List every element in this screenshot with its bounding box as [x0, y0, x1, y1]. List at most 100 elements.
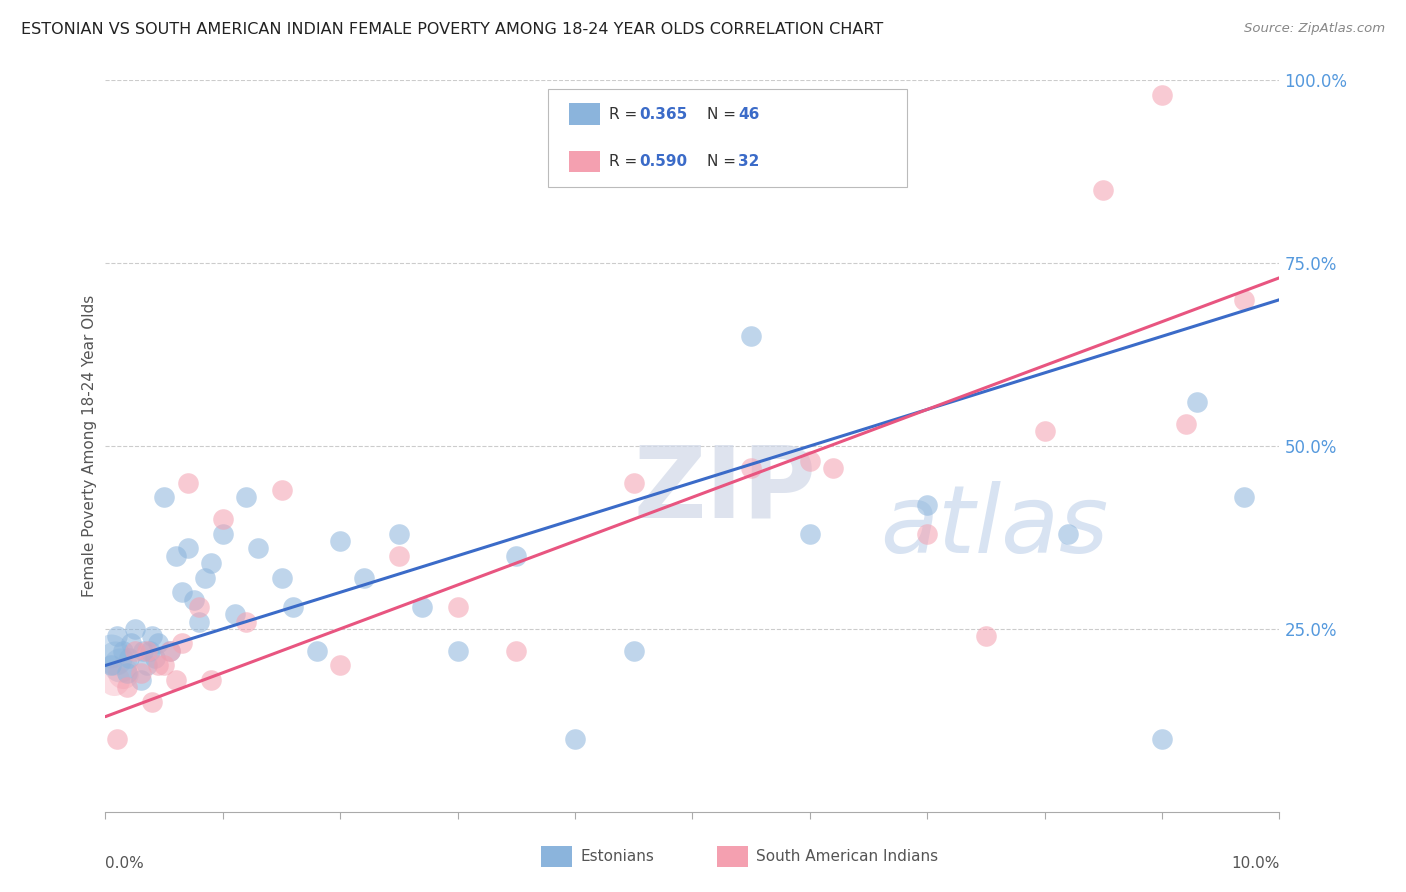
Text: R =: R = [609, 154, 643, 169]
Point [124, 622, 146, 636]
Text: South American Indians: South American Indians [756, 849, 939, 863]
Text: 32: 32 [738, 154, 759, 169]
Text: Source: ZipAtlas.com: Source: ZipAtlas.com [1244, 22, 1385, 36]
Point [682, 161, 704, 175]
Point [1233, 490, 1256, 504]
Point [740, 461, 762, 475]
Point [129, 665, 152, 680]
Point [170, 585, 193, 599]
Point [235, 490, 257, 504]
Text: N =: N = [707, 107, 741, 121]
Point [353, 571, 375, 585]
Point [194, 571, 217, 585]
Point [153, 658, 176, 673]
Point [388, 526, 411, 541]
Point [100, 644, 122, 658]
Point [329, 534, 352, 549]
Point [129, 673, 152, 687]
Point [1092, 183, 1115, 197]
Point [974, 629, 997, 643]
Point [148, 636, 170, 650]
Text: ESTONIAN VS SOUTH AMERICAN INDIAN FEMALE POVERTY AMONG 18-24 YEAR OLDS CORRELATI: ESTONIAN VS SOUTH AMERICAN INDIAN FEMALE… [21, 22, 883, 37]
Point [505, 644, 527, 658]
Point [623, 475, 645, 490]
Point [799, 526, 821, 541]
Point [141, 629, 163, 643]
Point [623, 644, 645, 658]
Point [1233, 293, 1256, 307]
Point [270, 571, 292, 585]
Point [1174, 417, 1197, 431]
Point [799, 453, 821, 467]
Text: ZIP: ZIP [634, 442, 817, 539]
Point [105, 731, 128, 746]
Point [135, 658, 157, 673]
Point [1152, 87, 1174, 102]
Point [740, 329, 762, 343]
Point [447, 599, 470, 614]
Point [153, 490, 176, 504]
Point [1152, 731, 1174, 746]
Point [283, 599, 305, 614]
Point [105, 629, 128, 643]
Point [176, 475, 198, 490]
Point [170, 636, 193, 650]
Point [120, 636, 142, 650]
Point [143, 651, 166, 665]
Point [135, 644, 157, 658]
Point [200, 556, 222, 570]
Text: 46: 46 [738, 107, 759, 121]
Point [823, 461, 845, 475]
Point [200, 673, 222, 687]
Point [917, 498, 939, 512]
Text: R =: R = [609, 107, 643, 121]
Y-axis label: Female Poverty Among 18-24 Year Olds: Female Poverty Among 18-24 Year Olds [82, 295, 97, 597]
Point [224, 607, 246, 622]
Point [115, 665, 138, 680]
Point [124, 644, 146, 658]
Point [388, 549, 411, 563]
Point [132, 644, 155, 658]
Point [1187, 395, 1209, 409]
Point [247, 541, 270, 556]
Point [188, 615, 211, 629]
Text: Estonians: Estonians [581, 849, 655, 863]
Point [118, 651, 141, 665]
Point [211, 526, 233, 541]
Point [505, 549, 527, 563]
Point [165, 673, 187, 687]
Point [108, 658, 131, 673]
Point [141, 695, 163, 709]
Point [176, 541, 198, 556]
Point [270, 483, 292, 497]
Text: 0.590: 0.590 [640, 154, 688, 169]
Point [1033, 425, 1056, 439]
Point [115, 681, 138, 695]
Point [917, 526, 939, 541]
Text: 10.0%: 10.0% [1232, 855, 1279, 871]
Point [188, 599, 211, 614]
Point [411, 599, 433, 614]
Point [305, 644, 328, 658]
Point [211, 512, 233, 526]
Point [329, 658, 352, 673]
Point [165, 549, 187, 563]
Point [139, 644, 162, 658]
Text: 0.365: 0.365 [640, 107, 688, 121]
Text: atlas: atlas [880, 481, 1108, 572]
Point [103, 673, 125, 687]
Point [104, 651, 127, 665]
Text: 0.0%: 0.0% [105, 855, 145, 871]
Text: N =: N = [707, 154, 741, 169]
Point [112, 665, 135, 680]
Point [112, 644, 135, 658]
Point [159, 644, 181, 658]
Point [100, 658, 122, 673]
Point [564, 731, 586, 746]
Point [1057, 526, 1080, 541]
Point [183, 592, 205, 607]
Point [447, 644, 470, 658]
Point [148, 658, 170, 673]
Point [235, 615, 257, 629]
Point [159, 644, 181, 658]
